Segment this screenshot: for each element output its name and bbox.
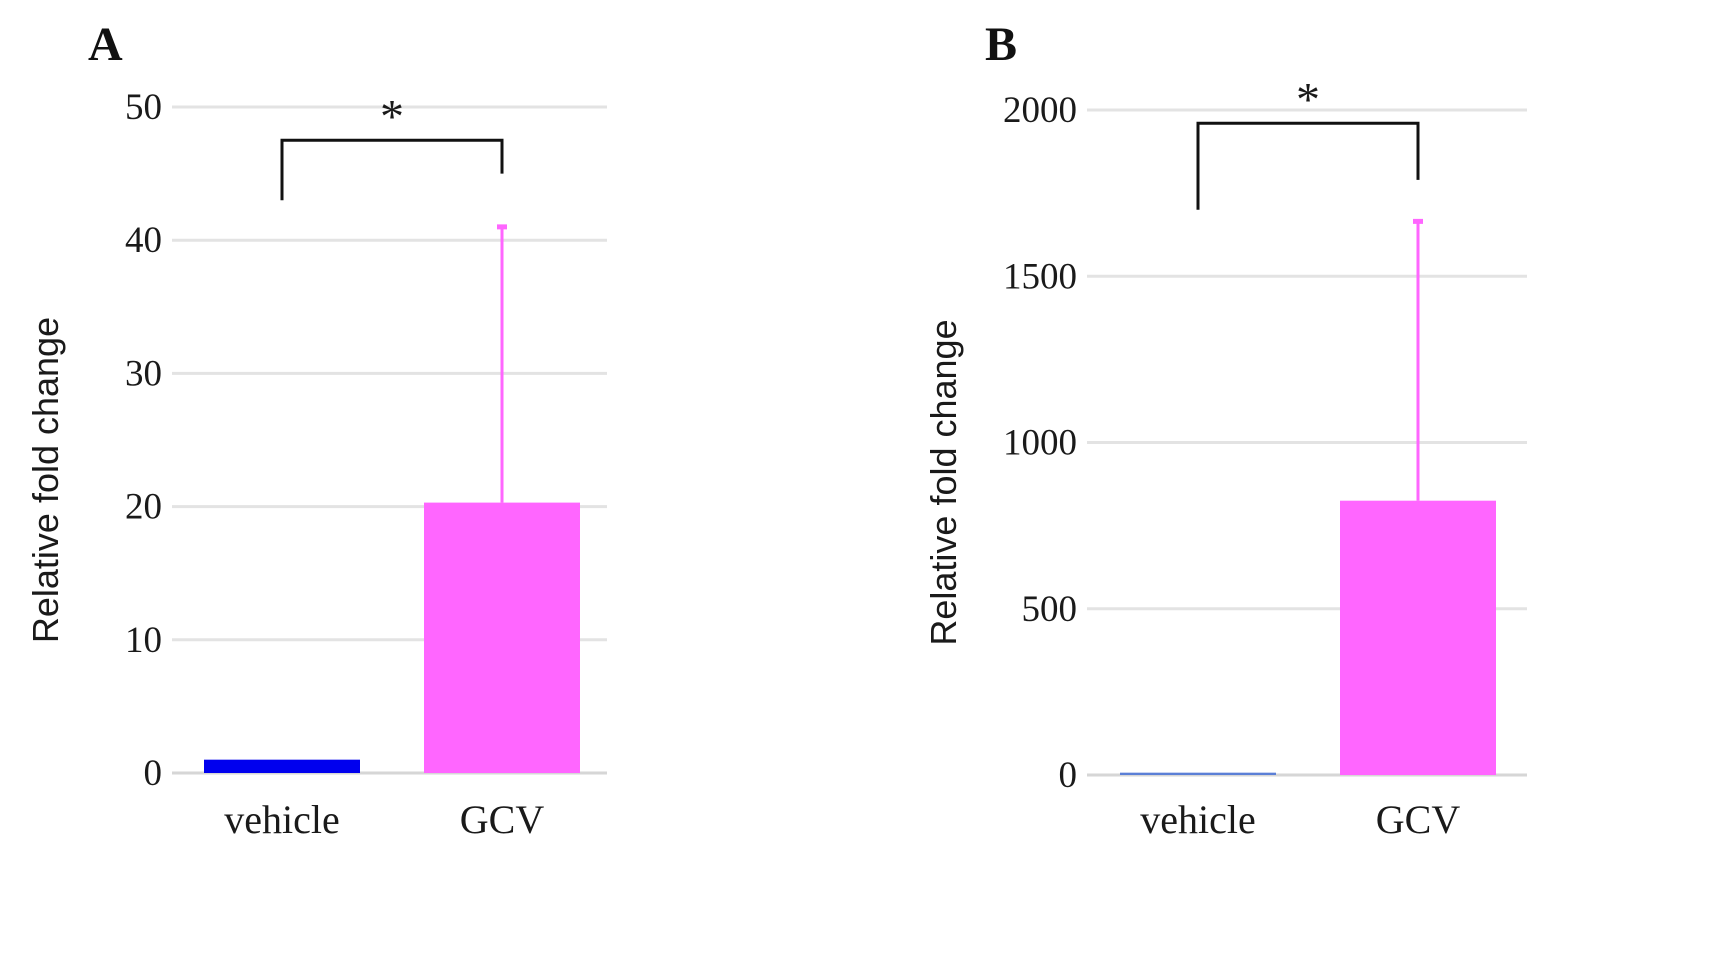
panel-a: A 0 10 20 30 40 50 Relative fold change vehicle G… (25, 18, 607, 842)
x-tick-label: GCV (460, 797, 545, 842)
y-tick-label: 1000 (1003, 423, 1077, 464)
y-tick-label: 0 (144, 753, 163, 794)
bar-vehicle (1120, 772, 1276, 775)
panel-b: B 0 500 1000 1500 2000 Relative fold change veh… (923, 18, 1527, 842)
y-tick-label: 40 (125, 220, 162, 261)
bar-gcv (424, 502, 580, 773)
significance-marker: * (1296, 73, 1320, 126)
x-tick-label: GCV (1376, 797, 1461, 842)
y-tick-label: 2000 (1003, 90, 1077, 131)
significance-bracket (1196, 121, 1420, 210)
significance-marker: * (380, 90, 404, 143)
y-tick-label: 20 (125, 487, 162, 528)
y-tick-label: 50 (125, 87, 162, 128)
panels: A 0 10 20 30 40 50 Relative fold change vehicle G… (25, 18, 1527, 842)
x-tick-label: vehicle (224, 797, 340, 842)
bar-gcv (1340, 500, 1496, 775)
y-axis-label: Relative fold change (923, 319, 964, 645)
panel-letter: B (985, 18, 1017, 71)
y-tick-label: 10 (125, 620, 162, 661)
panel-letter: A (88, 18, 123, 71)
y-tick-label: 0 (1059, 755, 1078, 796)
x-tick-label: vehicle (1140, 797, 1256, 842)
significance-bracket (280, 138, 504, 201)
y-tick-label: 500 (1022, 589, 1078, 630)
y-tick-label: 30 (125, 353, 162, 394)
bar-vehicle (204, 759, 360, 773)
y-tick-label: 1500 (1003, 256, 1077, 297)
y-axis-label: Relative fold change (25, 317, 66, 643)
